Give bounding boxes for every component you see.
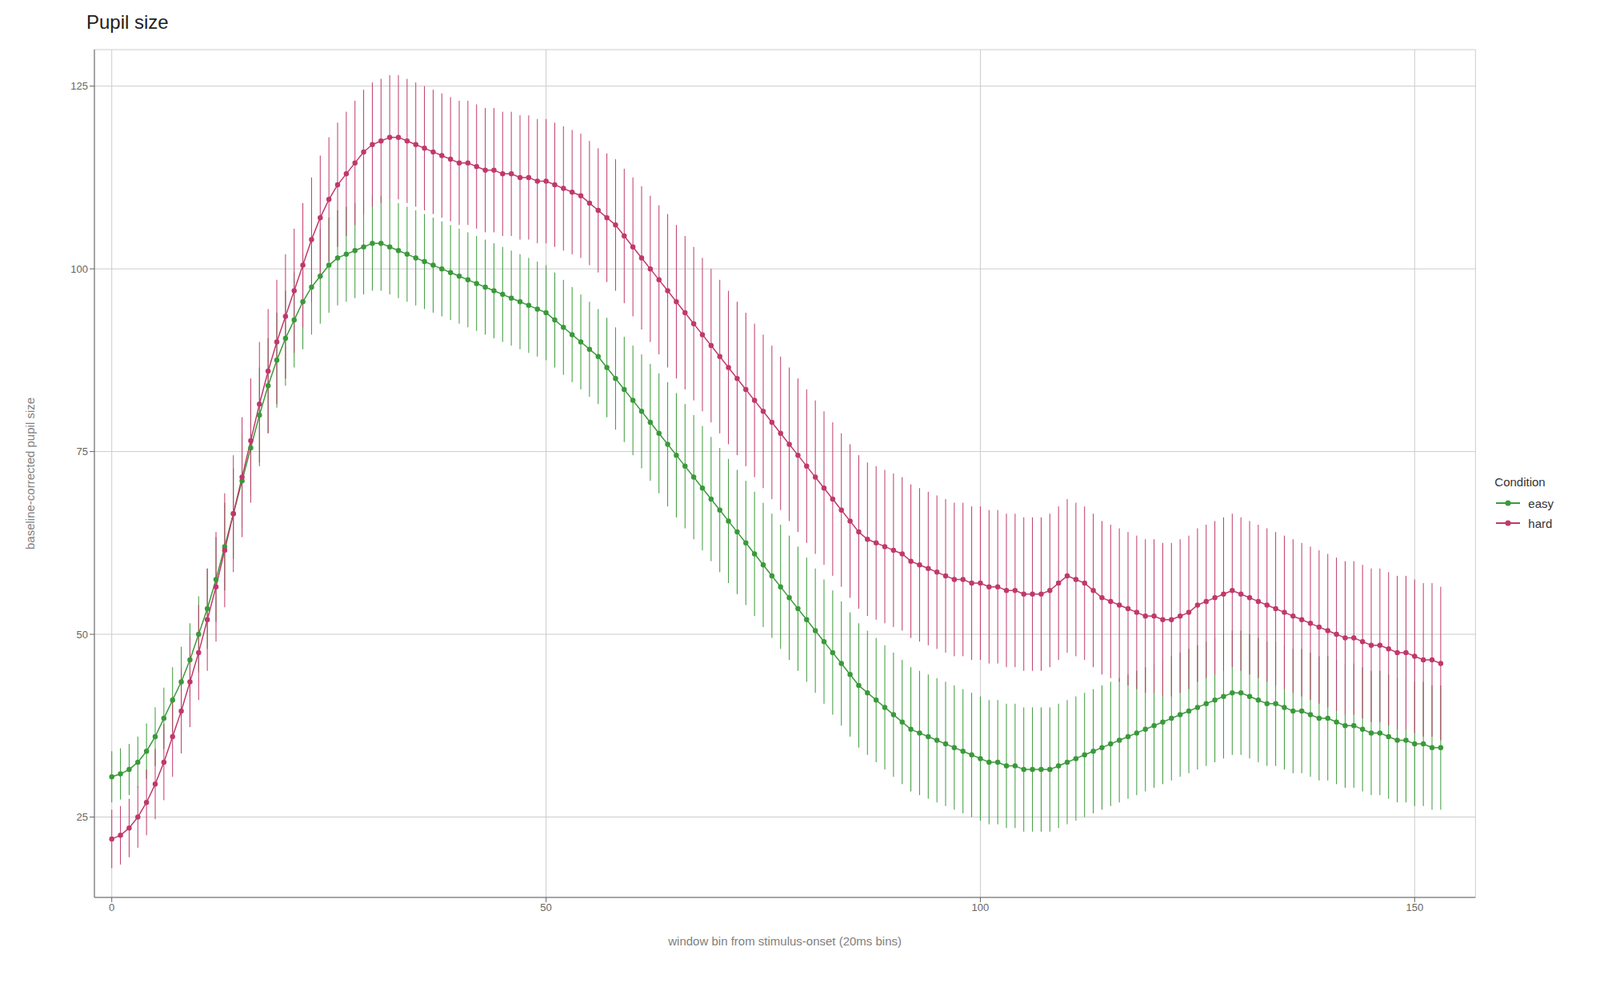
svg-text:25: 25 (76, 811, 88, 824)
svg-text:100: 100 (972, 901, 990, 914)
html-text:Pupil size: Pupil size (86, 11, 169, 33)
svg-text:50: 50 (540, 901, 552, 914)
svg-text:window bin from stimulus-onset: window bin from stimulus-onset (20ms bin… (667, 934, 902, 948)
svg-text:100: 100 (70, 263, 88, 276)
svg-text:baseline-corrected pupil size: baseline-corrected pupil size (23, 397, 37, 550)
svg-text:150: 150 (1405, 901, 1424, 914)
svg-text:75: 75 (76, 445, 88, 458)
svg-text:125: 125 (70, 80, 88, 92)
html-text:hard: hard (1528, 516, 1553, 530)
svg-text:0: 0 (108, 901, 115, 914)
html-text:easy: easy (1528, 496, 1554, 510)
svg-text:50: 50 (76, 628, 88, 641)
html-text:Condition: Condition (1494, 474, 1546, 489)
